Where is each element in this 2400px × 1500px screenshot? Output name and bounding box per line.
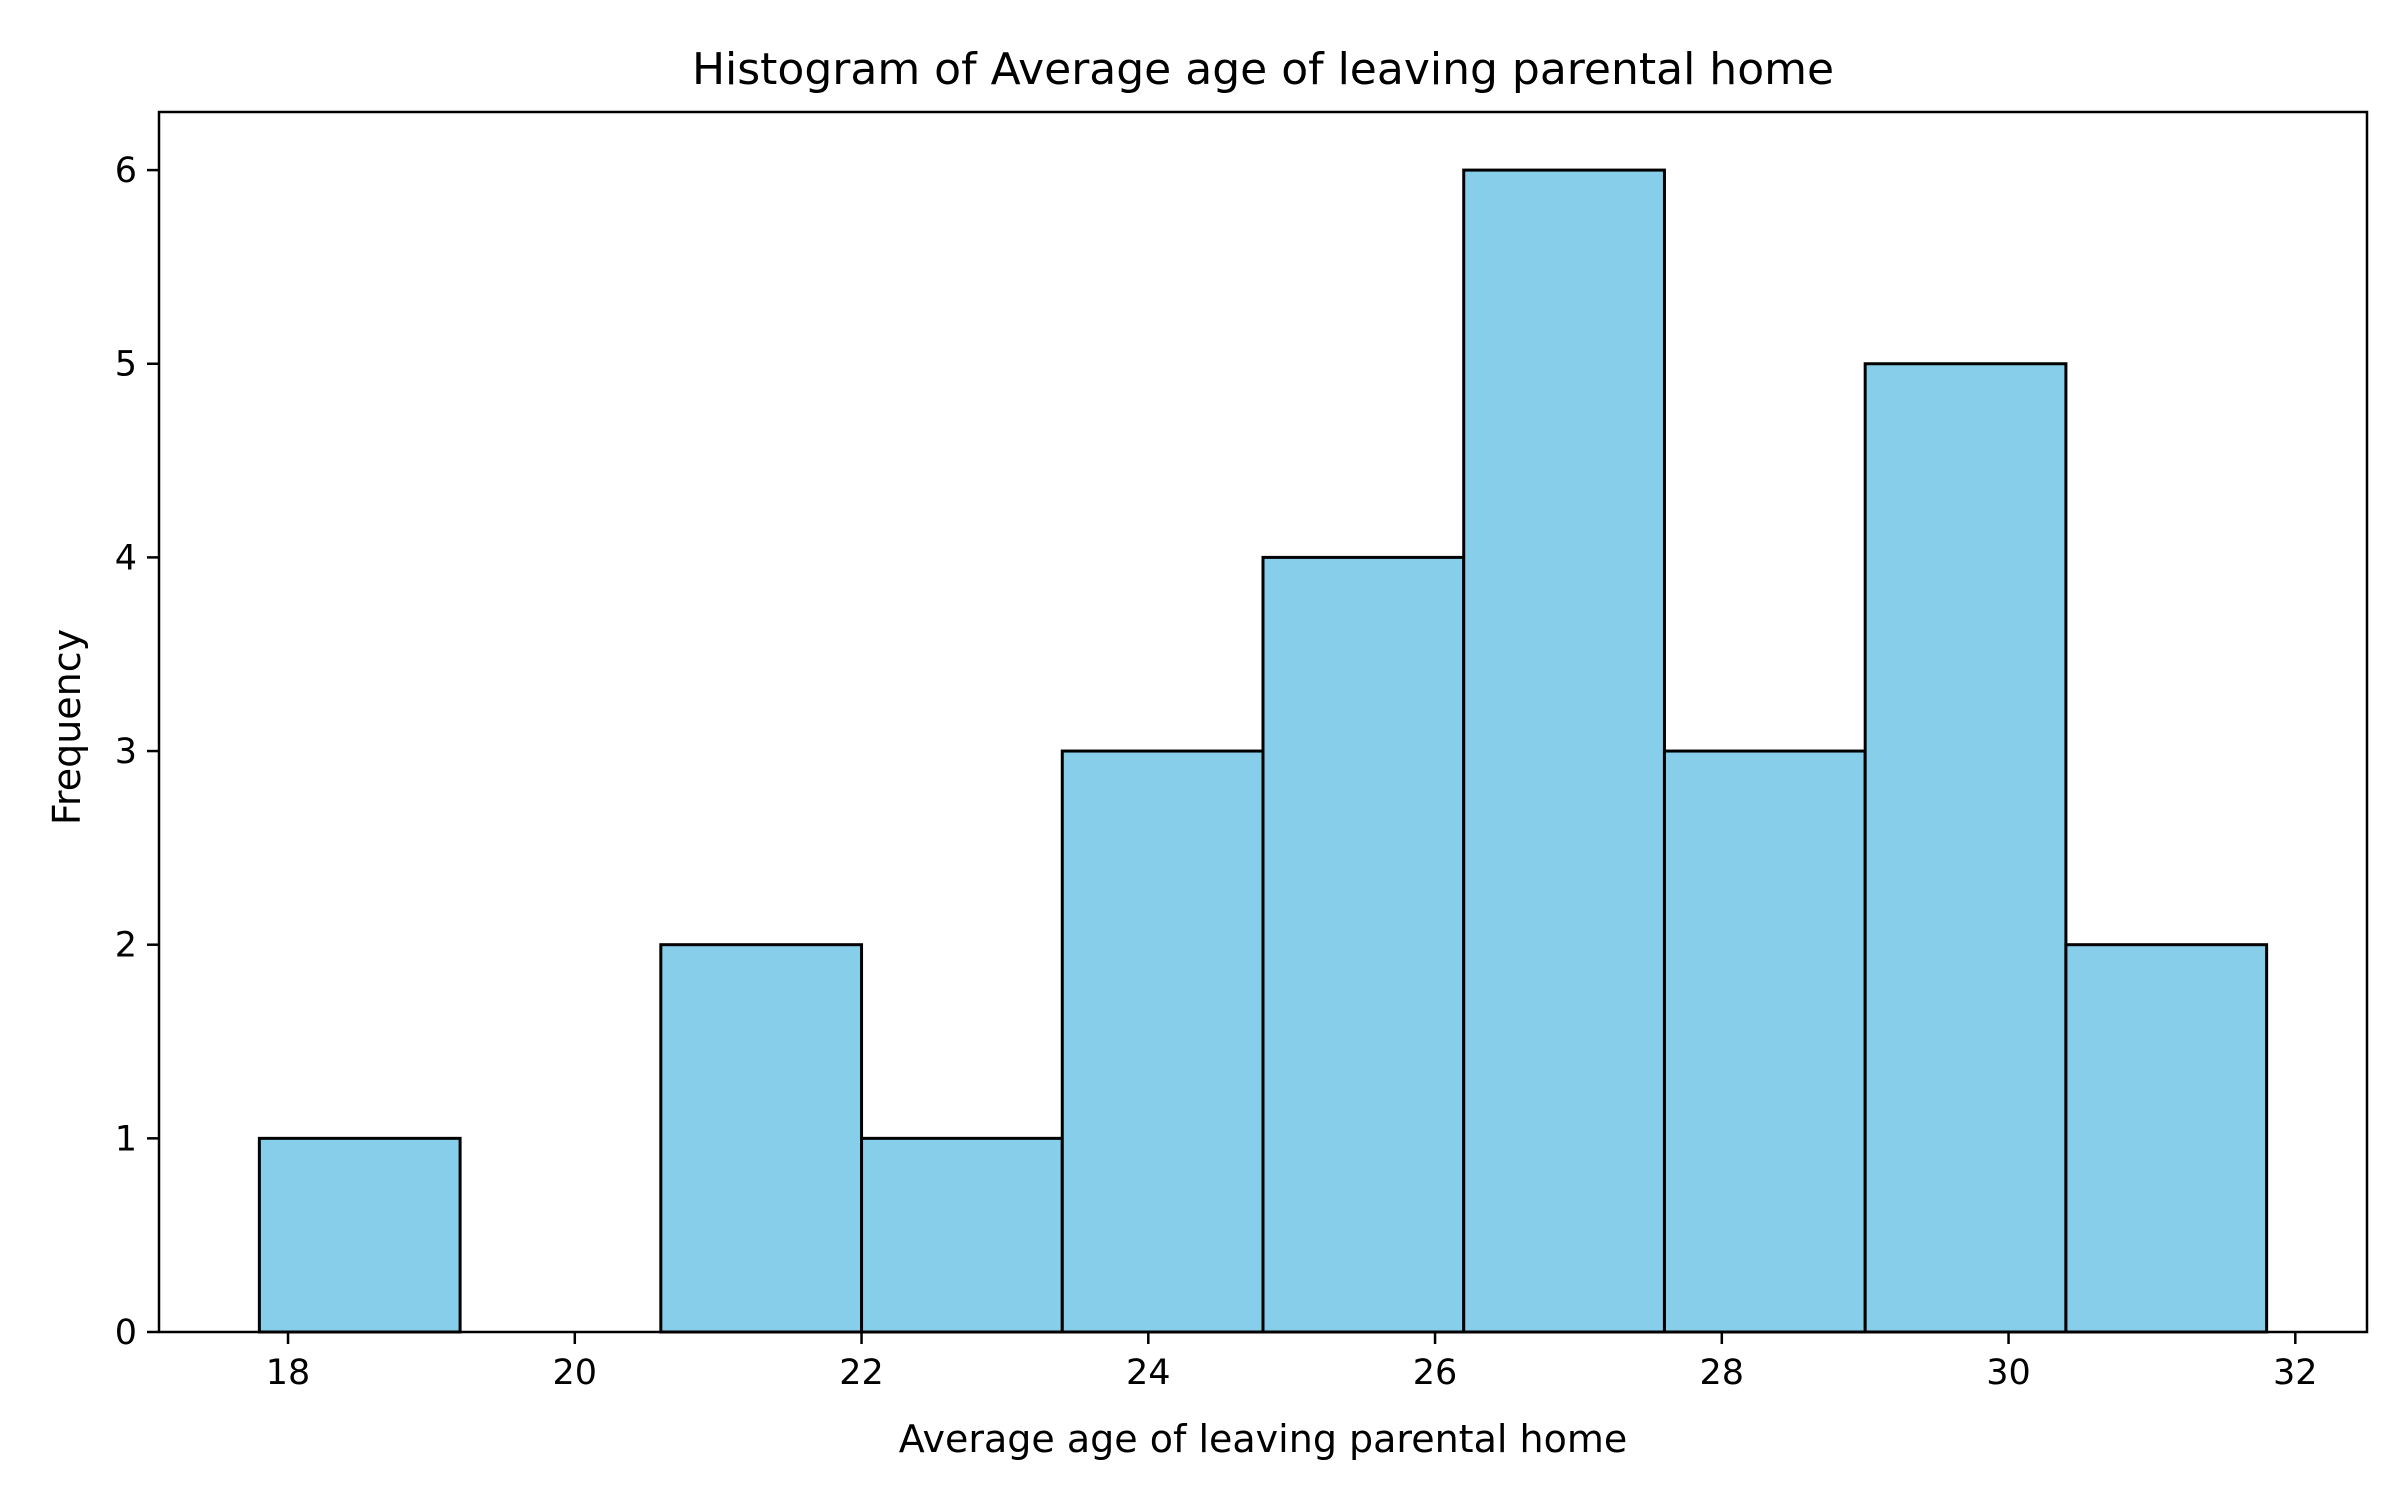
x-tick-label: 28 xyxy=(1700,1353,1745,1393)
plot-frame xyxy=(157,110,2369,1334)
histogram-bar xyxy=(257,1136,462,1334)
y-axis-label: Frequency xyxy=(45,629,89,825)
y-tick-label: 2 xyxy=(115,926,137,966)
y-tick-label: 3 xyxy=(115,732,137,772)
y-tick-label: 4 xyxy=(115,538,137,578)
x-tick-label: 26 xyxy=(1413,1353,1458,1393)
bars-group xyxy=(257,168,2269,1334)
x-axis-ticks: 18 20 22 24 26 28 30 32 xyxy=(266,1332,2318,1393)
histogram-bar xyxy=(2064,943,2269,1334)
histogram-bar xyxy=(860,1136,1064,1334)
y-tick-label: 0 xyxy=(115,1313,137,1353)
x-tick-label: 22 xyxy=(839,1353,884,1393)
histogram-bar xyxy=(1261,555,1466,1334)
chart-title: Histogram of Average age of leaving pare… xyxy=(692,44,1834,95)
x-axis-label: Average age of leaving parental home xyxy=(899,1417,1627,1461)
x-tick-label: 20 xyxy=(553,1353,598,1393)
y-axis-ticks: 0 1 2 3 4 5 6 xyxy=(115,151,159,1353)
histogram-bar xyxy=(1462,168,1666,1334)
histogram-bar xyxy=(1060,749,1265,1334)
x-tick-label: 32 xyxy=(2273,1353,2318,1393)
histogram-bar xyxy=(1863,362,2068,1334)
histogram-bar xyxy=(1662,749,1867,1334)
y-tick-label: 5 xyxy=(115,345,137,385)
x-tick-label: 18 xyxy=(266,1353,311,1393)
histogram-bar xyxy=(659,943,864,1334)
x-tick-label: 24 xyxy=(1126,1353,1171,1393)
y-tick-label: 6 xyxy=(115,151,137,191)
y-tick-label: 1 xyxy=(115,1119,137,1159)
x-tick-label: 30 xyxy=(1986,1353,2031,1393)
